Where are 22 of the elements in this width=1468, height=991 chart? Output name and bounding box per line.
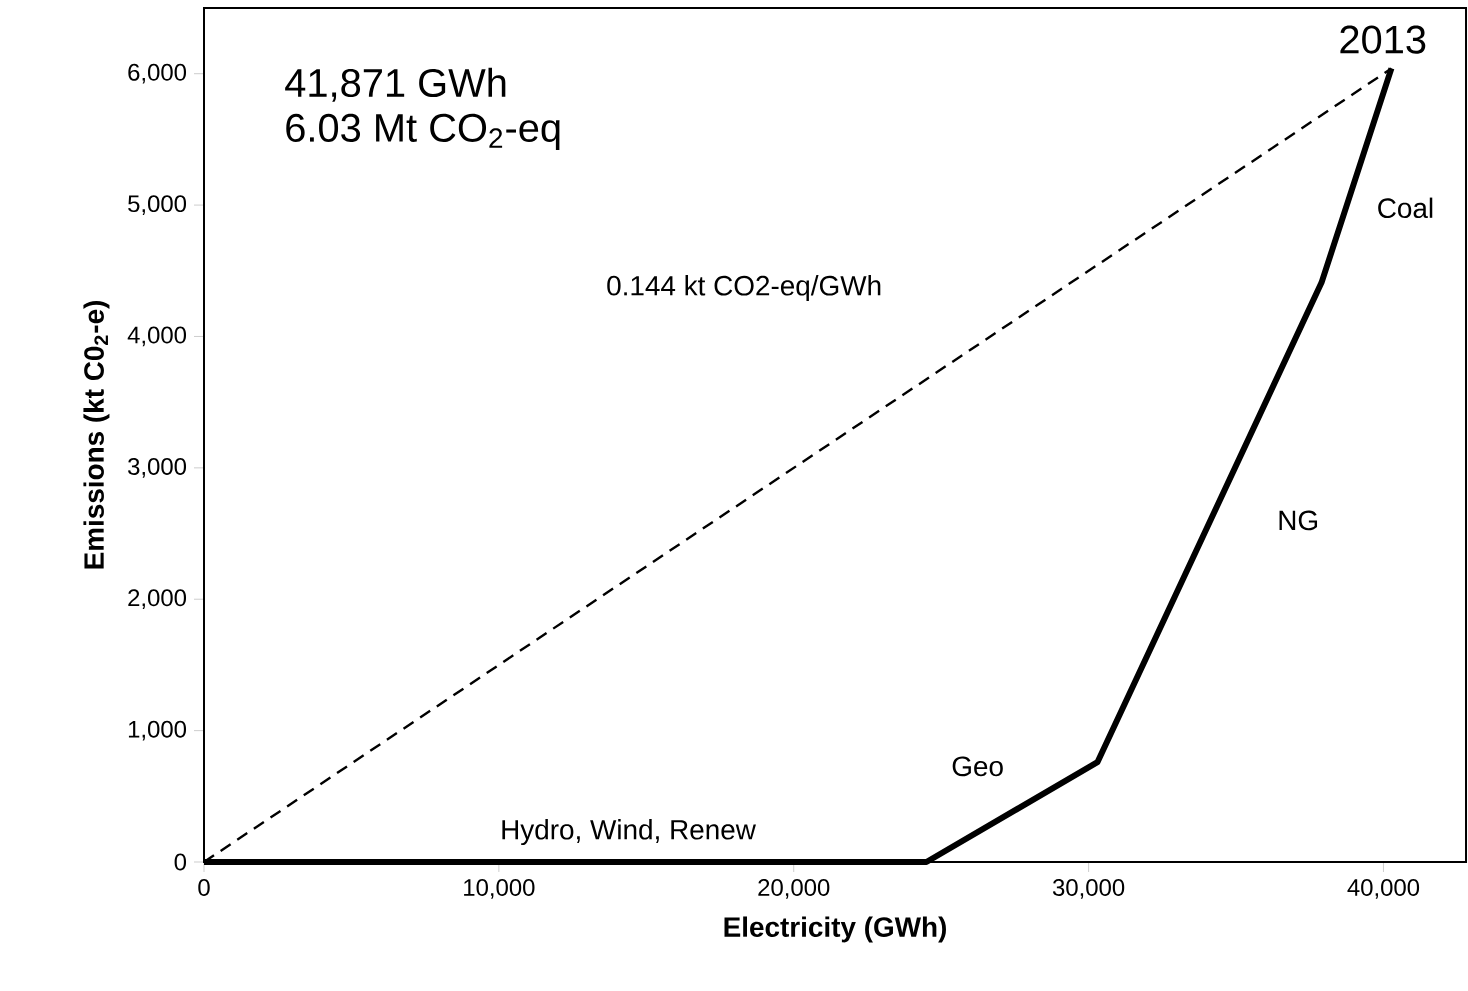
annotation: Coal: [1378, 197, 1433, 219]
annotation: Geo: [952, 756, 1003, 777]
annotation: 6.03 Mt CO$_{2}$-eq: [286, 113, 560, 150]
y-axis-title: Emissions (kt C0$_{2}$-e): [83, 301, 110, 569]
y-tick-label: 6,000: [128, 63, 187, 84]
annotation: Hydro, Wind, Renew: [502, 819, 756, 846]
x-tick-label: 40,000: [1347, 879, 1420, 899]
annotation: NG: [1279, 510, 1318, 531]
x-tick-label: 20,000: [758, 879, 830, 899]
y-tick-label: 2,000: [128, 589, 187, 610]
x-tick-label: 10,000: [464, 879, 535, 899]
annotation: 2013: [1340, 25, 1426, 54]
y-tick-label: 4,000: [127, 326, 187, 347]
y-tick-label: 3,000: [128, 457, 187, 478]
x-tick-label: 0: [198, 879, 210, 896]
annotation: 41,871 GWh: [285, 67, 506, 102]
annotation: 0.144 kt CO2-eq/GWh: [607, 275, 881, 302]
y-tick-label: 5,000: [128, 195, 187, 215]
x-tick-label: 30,000: [1052, 879, 1125, 899]
y-tick-label: 1,000: [128, 720, 187, 741]
y-tick-label: 0: [174, 853, 187, 871]
x-axis-title: Electricity (GWh): [724, 916, 946, 943]
